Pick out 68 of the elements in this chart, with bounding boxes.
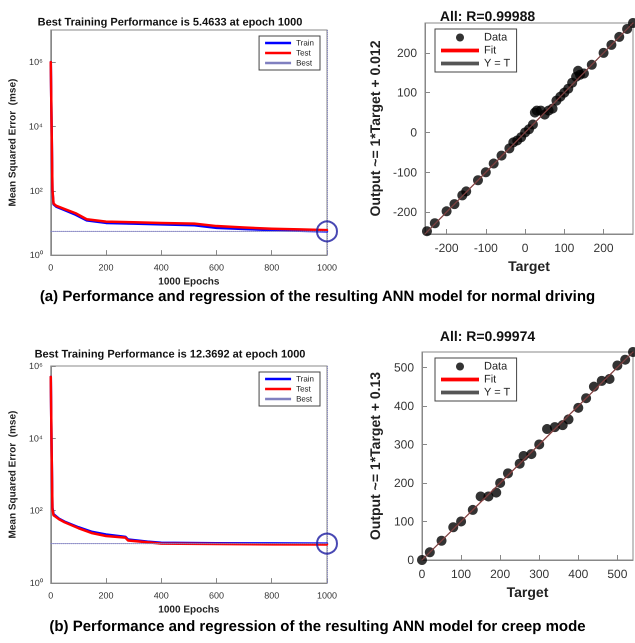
y-tick-label: 0: [410, 125, 418, 140]
y-tick-label: 0: [407, 553, 414, 567]
y-axis-title: Mean Squared Error (mse): [8, 410, 18, 538]
legend-label: Y = T: [484, 386, 510, 398]
y-tick-label: 10²: [30, 186, 43, 196]
x-tick-label: 200: [490, 567, 510, 581]
chart-title: Best Training Performance is 5.4633 at epoch 1000: [38, 16, 302, 28]
x-tick-label: 800: [264, 262, 280, 273]
x-tick-label: 100: [554, 241, 575, 255]
chart-title: All: R=0.99974: [440, 328, 536, 344]
x-tick-label: 0: [522, 241, 529, 255]
y-tick-label: 200: [396, 46, 418, 60]
x-axis-title: 1000 Epochs: [158, 276, 220, 288]
chart-title: All: R=0.99988: [440, 8, 536, 24]
legend-label: Train: [296, 374, 314, 384]
y-tick-label: 10⁶: [29, 57, 44, 68]
x-tick-label: 600: [208, 590, 224, 601]
legend-label: Best: [296, 58, 313, 68]
legend-label: Best: [296, 394, 313, 404]
y-tick-label: 100: [396, 86, 418, 100]
x-tick-label: -200: [434, 241, 459, 255]
legend-label: Test: [296, 48, 312, 58]
x-tick-label: 500: [607, 567, 628, 581]
x-axis-title: Target: [508, 258, 550, 274]
x-tick-label: 400: [154, 262, 169, 273]
y-tick-label: 10⁴: [28, 433, 43, 444]
y-tick-label: 10⁴: [28, 121, 43, 132]
x-tick-label: 200: [98, 590, 114, 601]
x-tick-label: 400: [154, 590, 169, 601]
x-tick-label: 800: [264, 590, 280, 601]
legend-label: Fit: [484, 374, 496, 386]
y-tick-label: 200: [394, 476, 414, 490]
y-tick-label: -200: [392, 205, 418, 220]
x-tick-label: 1000: [316, 590, 338, 601]
text: (a) Performance and regression of the resulting ANN model for normal driving: [38, 288, 596, 305]
legend-label: Test: [296, 384, 312, 394]
x-tick-label: -100: [474, 241, 498, 255]
y-axis-title: Output ~= 1*Target + 0.012: [367, 40, 384, 216]
legend-label: Train: [296, 38, 314, 48]
legend-label: Data: [484, 360, 508, 372]
y-tick-label: 10⁰: [30, 250, 43, 260]
text: (b) Performance and regression of the resulting ANN model for creep mode: [48, 618, 587, 635]
y-axis-title: Output ~= 1*Target + 0.13: [367, 372, 383, 540]
x-tick-label: 600: [208, 262, 224, 273]
x-axis-title: 1000 Epochs: [158, 604, 220, 616]
x-tick-label: 100: [451, 567, 472, 581]
x-tick-label: 200: [594, 241, 614, 255]
y-tick-label: 10²: [30, 506, 43, 516]
y-axis-title: Mean Squared Error (mse): [8, 78, 18, 206]
x-tick-label: 300: [529, 567, 550, 581]
y-tick-label: 400: [394, 398, 414, 413]
y-tick-label: 500: [394, 360, 414, 374]
y-tick-label: 100: [394, 514, 414, 528]
y-tick-label: 10⁶: [29, 361, 44, 371]
x-tick-label: 0: [48, 262, 54, 273]
legend-label: Data: [484, 32, 508, 44]
x-tick-label: 200: [98, 262, 114, 273]
x-tick-label: 0: [418, 567, 426, 581]
y-tick-label: -100: [392, 165, 418, 180]
y-tick-label: 10⁰: [30, 578, 43, 588]
x-tick-label: 0: [48, 590, 54, 601]
x-axis-title: Target: [506, 584, 549, 600]
legend-label: Y = T: [484, 58, 510, 70]
y-tick-label: 300: [394, 437, 414, 452]
x-tick-label: 400: [568, 567, 589, 581]
chart-title: Best Training Performance is 12.3692 at epoch 1000: [34, 348, 306, 360]
legend-label: Fit: [484, 44, 496, 56]
x-tick-label: 1000: [316, 262, 338, 273]
